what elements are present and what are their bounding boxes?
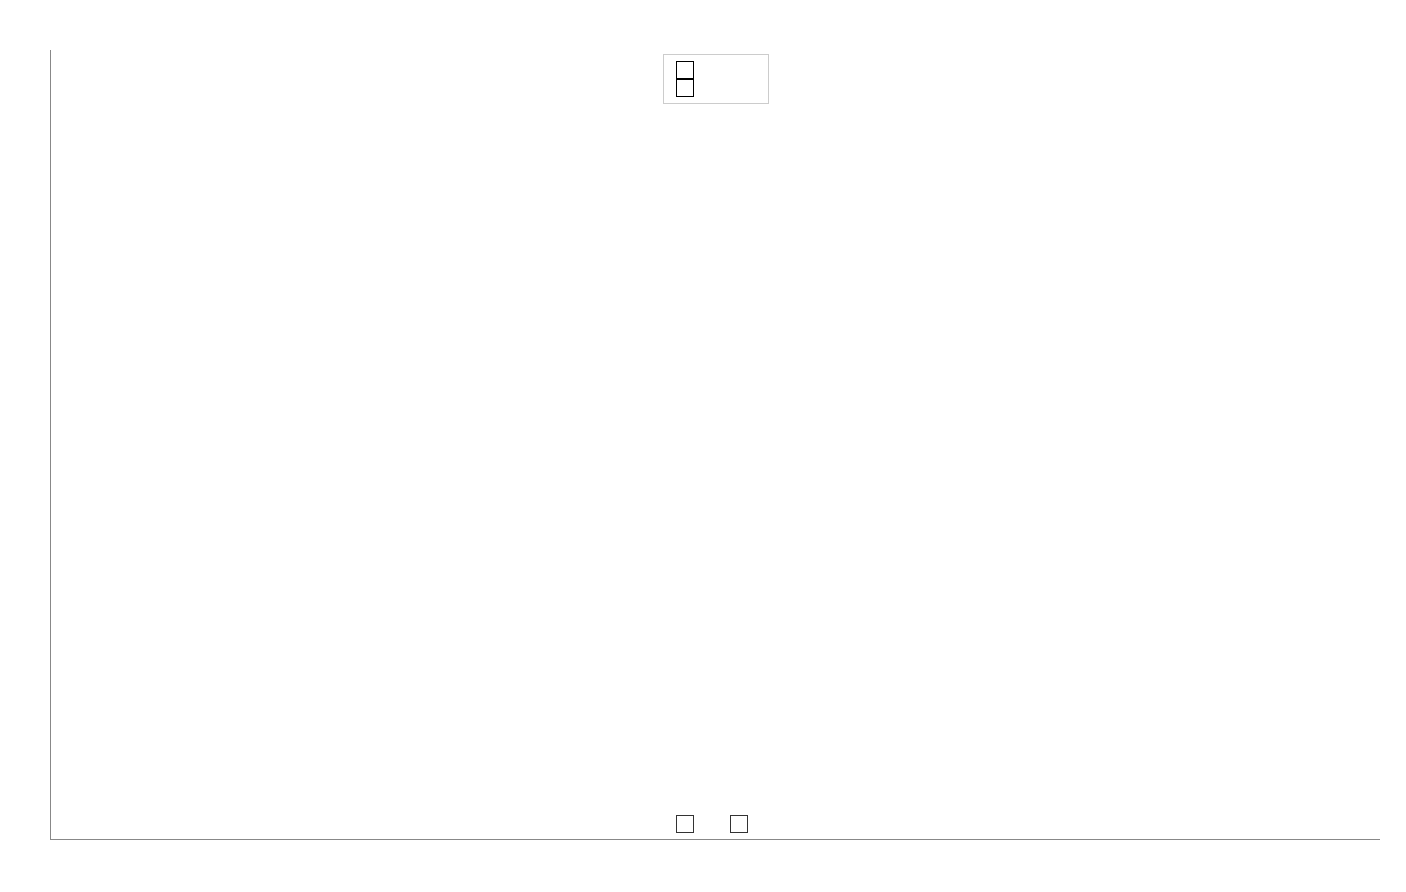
legend-item-haiti	[676, 815, 702, 833]
stats-row-haiti	[676, 61, 756, 79]
stats-row-yugo	[676, 79, 756, 97]
plot-area	[50, 50, 1380, 840]
swatch-icon	[730, 815, 748, 833]
bottom-legend	[670, 815, 762, 833]
legend-item-yugo	[730, 815, 756, 833]
chart-container	[0, 0, 1406, 892]
stats-legend	[663, 54, 769, 104]
swatch-icon	[676, 815, 694, 833]
swatch-icon	[676, 79, 694, 97]
plot-svg	[51, 50, 1380, 839]
swatch-icon	[676, 61, 694, 79]
